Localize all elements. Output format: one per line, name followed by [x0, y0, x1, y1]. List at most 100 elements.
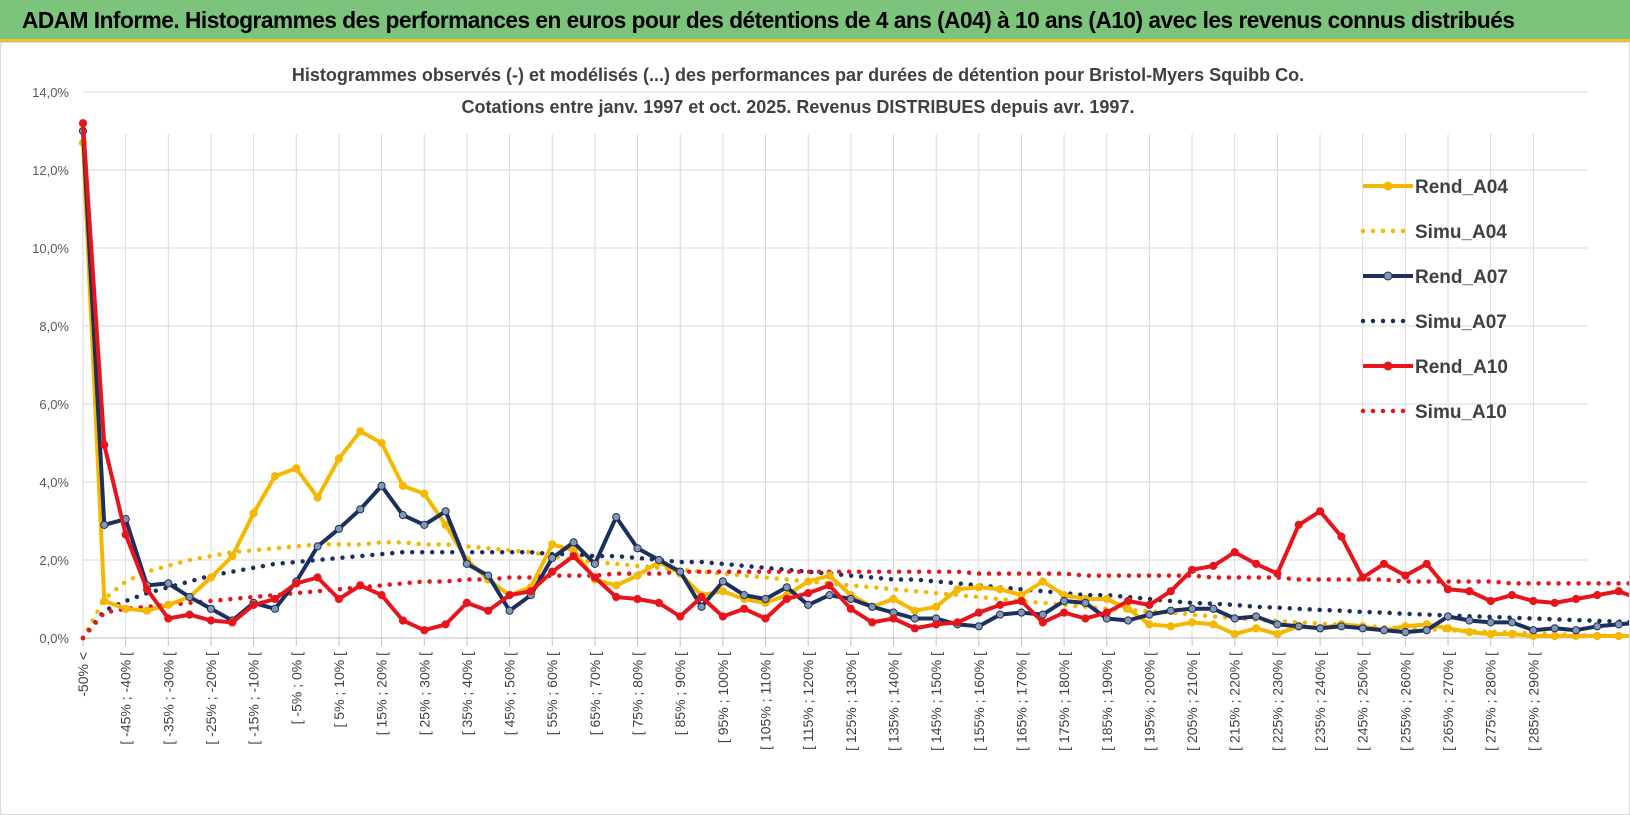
data-point [633, 544, 642, 553]
data-point [270, 604, 280, 613]
data-point [932, 620, 941, 629]
gridlines [82, 91, 1588, 639]
data-point [206, 604, 216, 613]
data-point [1188, 618, 1197, 627]
x-tick-label: [ -45% ; -40% [ [118, 652, 134, 745]
data-point [313, 542, 322, 551]
data-point [206, 573, 216, 582]
data-point [1529, 626, 1538, 635]
x-tick-label: -50% < [75, 652, 91, 697]
legend-marker [1383, 361, 1393, 371]
data-point [1443, 585, 1453, 594]
x-tick-label: [ 175% ; 180% [ [1056, 652, 1072, 751]
data-point [334, 594, 343, 604]
y-tick-label: 2,0% [39, 553, 69, 568]
x-tick-label: [ 95% ; 100% [ [715, 652, 731, 743]
data-point [654, 555, 664, 565]
data-point [1188, 565, 1197, 574]
data-point [548, 567, 557, 576]
data-point [612, 581, 621, 590]
data-point [590, 573, 600, 582]
data-point [420, 520, 429, 529]
data-point [1273, 630, 1282, 639]
x-tick-label: [ 15% ; 20% [ [374, 652, 390, 735]
data-point [334, 454, 343, 463]
data-point [1401, 571, 1410, 580]
data-point [164, 614, 173, 623]
data-point [1507, 630, 1517, 639]
data-point [505, 591, 514, 600]
data-point [356, 581, 365, 590]
data-point [1124, 616, 1133, 625]
data-point [1337, 622, 1346, 631]
data-point [121, 604, 130, 613]
data-point [953, 618, 962, 627]
data-point [270, 594, 280, 604]
series-Simu_A04 [80, 540, 1629, 641]
data-point [1060, 596, 1069, 606]
data-point [846, 594, 855, 604]
legend-item-Simu_A07: Simu_A07 [1360, 312, 1507, 333]
legend-item-Simu_A04: Simu_A04 [1360, 222, 1507, 243]
x-tick-label: [ 135% ; 140% [ [885, 652, 901, 751]
legend-label: Simu_A07 [1415, 312, 1507, 333]
data-point [974, 608, 983, 617]
data-point [1017, 608, 1026, 617]
data-point [676, 567, 685, 576]
data-point [1209, 604, 1218, 613]
x-tick-label: [ 25% ; 30% [ [416, 652, 432, 735]
data-point [1593, 622, 1602, 631]
data-point [740, 604, 749, 613]
data-point [1124, 604, 1133, 613]
data-point [1358, 624, 1367, 633]
x-tick-label: [ 235% ; 240% [ [1312, 652, 1328, 751]
data-point [633, 571, 642, 580]
data-point [825, 581, 834, 590]
x-tick-label: [ 275% ; 280% [ [1483, 652, 1499, 751]
data-point [121, 530, 130, 539]
data-point [1316, 624, 1325, 633]
data-point [740, 591, 749, 600]
series-Rend_A07 [78, 126, 1629, 637]
series-line [80, 549, 1629, 641]
data-point [932, 602, 941, 611]
x-tick-label: [ 225% ; 230% [ [1269, 652, 1285, 751]
x-tick-label: [ -5% ; 0% [ [288, 652, 304, 724]
data-point [313, 493, 322, 502]
data-point [1614, 587, 1623, 596]
data-point [398, 511, 407, 520]
data-point [974, 583, 983, 592]
x-tick-label: [ 115% ; 120% [ [800, 652, 816, 750]
data-point [569, 538, 578, 547]
x-tick-label: [ 65% ; 70% [ [587, 652, 603, 735]
data-point [185, 610, 194, 619]
data-point [292, 464, 301, 473]
series-Simu_A07 [80, 549, 1629, 641]
y-axis: 0,0% 2,0% 4,0% 6,0% 8,0% 10,0% 12,0% 14,0% [32, 85, 69, 646]
data-point [142, 606, 152, 615]
y-tick-label: 10,0% [32, 241, 69, 256]
data-point [1486, 618, 1495, 627]
data-point [1379, 559, 1389, 569]
data-point [612, 513, 621, 522]
data-point [889, 594, 898, 604]
data-point [825, 571, 834, 580]
data-point [825, 591, 834, 600]
data-point [1465, 587, 1474, 596]
series-line [81, 130, 1629, 635]
series-line [81, 142, 1629, 638]
data-point [1337, 532, 1346, 541]
data-point [1166, 622, 1175, 631]
x-tick-label: [ 45% ; 50% [ [502, 652, 518, 735]
data-point [1252, 612, 1261, 621]
series-Rend_A04 [78, 138, 1629, 641]
legend-marker [1383, 181, 1393, 191]
data-point [377, 591, 386, 600]
data-point [804, 577, 813, 586]
data-point [1252, 624, 1261, 633]
data-point [782, 583, 791, 592]
data-point [334, 524, 343, 533]
data-point [846, 604, 855, 613]
data-point [142, 585, 152, 594]
data-point [1017, 596, 1026, 606]
